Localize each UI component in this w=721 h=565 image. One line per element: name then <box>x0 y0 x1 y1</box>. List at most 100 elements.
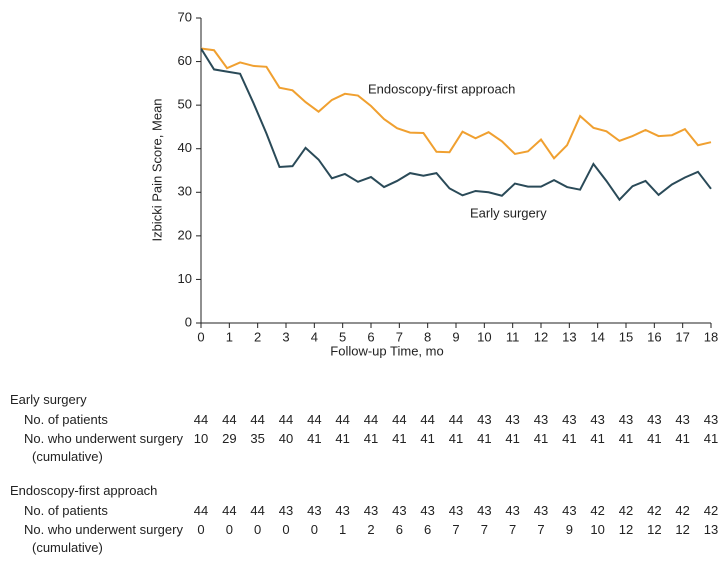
table-value: 35 <box>250 431 265 446</box>
table-value: 41 <box>703 431 719 446</box>
series-label: Early surgery <box>470 205 547 220</box>
table-value: 44 <box>420 412 435 427</box>
table-value: 41 <box>618 431 634 446</box>
x-tick-label: 4 <box>311 329 318 344</box>
x-tick-label: 18 <box>704 329 718 344</box>
table-value: 44 <box>222 503 237 518</box>
table-value: 44 <box>363 412 379 427</box>
table-value: 12 <box>675 522 690 537</box>
table-value: 12 <box>647 522 662 537</box>
table-value: 41 <box>335 431 350 446</box>
table-value: 7 <box>537 522 545 537</box>
series-label: Endoscopy-first approach <box>368 81 515 96</box>
table-value: 42 <box>590 503 605 518</box>
x-tick-label: 17 <box>675 329 689 344</box>
table-value: 41 <box>392 431 407 446</box>
table-value: 40 <box>278 431 294 446</box>
table-value: 43 <box>335 503 350 518</box>
table-value: 44 <box>335 412 350 427</box>
table-value: 43 <box>533 412 549 427</box>
y-tick-label: 50 <box>178 97 192 112</box>
table-value: 44 <box>250 412 265 427</box>
table-value: 43 <box>562 503 577 518</box>
table-value: 44 <box>448 412 464 427</box>
table-value: 0 <box>225 522 233 537</box>
x-tick-label: 8 <box>424 329 431 344</box>
table-value: 43 <box>675 412 690 427</box>
table-value: 43 <box>533 503 549 518</box>
table-value: 12 <box>618 522 634 537</box>
table-value: 9 <box>565 522 573 537</box>
table-value: 43 <box>477 412 492 427</box>
table-value: 43 <box>278 503 294 518</box>
x-tick-label: 15 <box>619 329 633 344</box>
x-tick-label: 6 <box>367 329 374 344</box>
x-tick-label: 2 <box>254 329 261 344</box>
x-tick-label: 11 <box>506 329 520 344</box>
y-axis-label: Izbicki Pain Score, Mean <box>149 98 164 241</box>
table-value: 44 <box>222 412 237 427</box>
table-value: 1 <box>339 522 347 537</box>
table-value: 2 <box>367 522 375 537</box>
table-value: 44 <box>307 412 322 427</box>
table-value: 41 <box>533 431 549 446</box>
table-value: 43 <box>703 412 719 427</box>
table-value: 44 <box>278 412 294 427</box>
x-tick-label: 5 <box>339 329 346 344</box>
table-value: 43 <box>307 503 322 518</box>
table-value: 42 <box>618 503 634 518</box>
group-title: Endoscopy-first approach <box>10 483 158 498</box>
y-tick-label: 20 <box>178 227 192 242</box>
table-value: 43 <box>505 503 520 518</box>
table-value: 10 <box>590 522 605 537</box>
x-tick-label: 14 <box>590 329 604 344</box>
x-tick-label: 16 <box>647 329 661 344</box>
table-value: 44 <box>250 503 265 518</box>
series-line <box>200 47 712 160</box>
y-tick-label: 10 <box>178 271 192 286</box>
table-value: 43 <box>477 503 492 518</box>
x-tick-label: 12 <box>534 329 548 344</box>
table-value: 6 <box>395 522 403 537</box>
y-tick-label: 30 <box>178 184 192 199</box>
row-label: No. who underwent surgery (cumulative) <box>24 431 183 464</box>
series-line <box>200 47 712 202</box>
table-value: 7 <box>452 522 460 537</box>
table-value: 0 <box>282 522 290 537</box>
table-value: 41 <box>505 431 520 446</box>
table-value: 10 <box>193 431 209 446</box>
x-tick-label: 7 <box>396 329 403 344</box>
table-value: 41 <box>420 431 435 446</box>
table-value: 44 <box>193 503 209 518</box>
table-value: 42 <box>703 503 719 518</box>
x-tick-label: 0 <box>197 329 204 344</box>
table-value: 0 <box>197 522 205 537</box>
x-axis-label: Follow-up Time, mo <box>330 343 443 358</box>
table-value: 41 <box>562 431 577 446</box>
row-label: No. who underwent surgery (cumulative) <box>24 522 183 555</box>
x-tick-label: 9 <box>452 329 459 344</box>
table-value: 29 <box>222 431 237 446</box>
table-value: 43 <box>618 412 634 427</box>
table-value: 41 <box>590 431 605 446</box>
table-value: 13 <box>703 522 719 537</box>
table-value: 43 <box>562 412 577 427</box>
x-tick-label: 10 <box>477 329 491 344</box>
x-tick-label: 13 <box>562 329 576 344</box>
table-value: 7 <box>480 522 488 537</box>
table-value: 43 <box>647 412 662 427</box>
table-value: 43 <box>363 503 379 518</box>
table-value: 43 <box>420 503 435 518</box>
x-tick-label: 3 <box>282 329 289 344</box>
table-value: 41 <box>448 431 464 446</box>
table-value: 0 <box>254 522 262 537</box>
table-value: 44 <box>193 412 209 427</box>
table-value: 41 <box>477 431 492 446</box>
table-value: 42 <box>647 503 662 518</box>
table-value: 43 <box>392 503 407 518</box>
table-value: 43 <box>505 412 520 427</box>
y-tick-label: 60 <box>178 53 192 68</box>
table-value: 43 <box>448 503 464 518</box>
table-value: 44 <box>392 412 407 427</box>
